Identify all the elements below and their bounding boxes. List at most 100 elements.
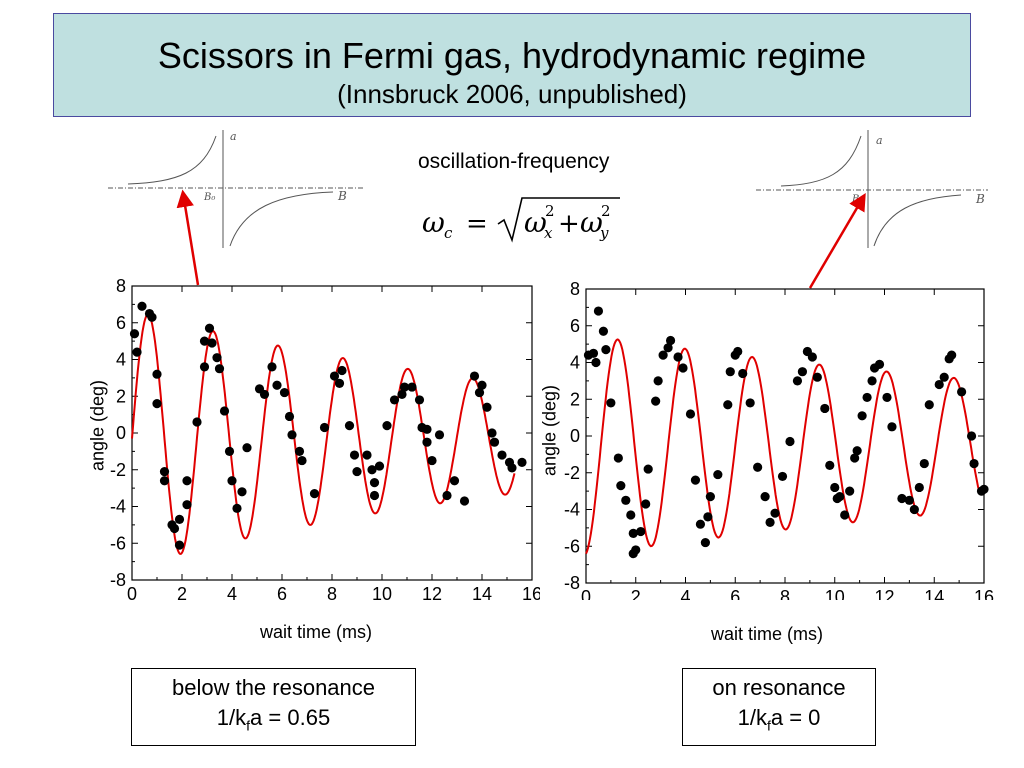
data-point [919, 458, 929, 469]
data-point [152, 369, 162, 379]
y-tick-label: -8 [564, 573, 580, 593]
data-point [939, 372, 949, 382]
data-point [665, 335, 676, 346]
resonance-inset-right: a B B₀ [756, 130, 988, 248]
data-point [159, 476, 170, 486]
data-point [174, 540, 185, 550]
y-tick-label: 8 [570, 279, 580, 299]
data-point [845, 486, 855, 496]
y-axis-label-right: angle (deg) [539, 384, 560, 477]
data-point [725, 367, 735, 377]
formula-plus: + [558, 209, 580, 239]
data-point [738, 368, 748, 379]
x-tick-label: 0 [581, 587, 591, 600]
data-point [830, 482, 840, 493]
data-point [653, 376, 663, 386]
data-point [207, 338, 217, 348]
x-tick-label: 14 [472, 584, 492, 600]
y-tick-label: 0 [116, 423, 126, 443]
x-axis-label-right: wait time (ms) [711, 624, 823, 644]
data-point [449, 476, 460, 486]
data-point [389, 395, 400, 405]
data-point [227, 476, 237, 486]
data-point [867, 376, 877, 386]
data-point [631, 545, 641, 555]
data-point [957, 387, 967, 397]
data-point [362, 450, 372, 460]
data-point [887, 422, 897, 432]
y-tick-label: 0 [570, 426, 580, 446]
data-point [242, 443, 252, 453]
data-point [825, 460, 835, 470]
inset-b0-label: B₀ [851, 194, 863, 205]
data-point [219, 406, 230, 416]
x-tick-label: 0 [127, 584, 137, 600]
data-point [497, 450, 507, 460]
data-point [812, 372, 822, 382]
x-tick-label: 6 [730, 587, 740, 600]
inset-b-label: B [337, 189, 347, 203]
data-point [199, 336, 210, 346]
data-point [770, 508, 780, 518]
x-tick-label: 8 [327, 584, 337, 600]
inset-a-label: a [876, 134, 883, 147]
data-point [212, 353, 222, 363]
data-point [422, 424, 432, 434]
data-point [427, 455, 437, 466]
data-point [765, 517, 775, 527]
data-point [598, 326, 609, 336]
data-point [152, 399, 162, 409]
y-tick-label: 2 [116, 386, 126, 406]
data-point [723, 400, 733, 410]
data-point [414, 395, 425, 405]
data-point [643, 464, 653, 474]
data-point [753, 462, 763, 472]
chart-below-resonance: 0 2 4 6 8 10 12 14 16 8 6 4 2 0 -2 -4 -6 -8 [110, 276, 540, 600]
fit-curve [585, 338, 980, 555]
page-subtitle: (Innsbruck 2006, unpublished) [337, 79, 687, 109]
data-point [204, 323, 215, 333]
data-point [319, 422, 330, 433]
data-point [407, 382, 417, 392]
case-line1: on resonance [712, 675, 846, 700]
data-point [797, 367, 808, 377]
data-point [658, 350, 668, 360]
data-point [745, 398, 755, 408]
data-point [367, 465, 377, 475]
data-point [182, 500, 192, 510]
frequency-formula: ω c = ω x 2 + ω y 2 [422, 197, 620, 243]
data-point [422, 437, 432, 447]
plot-frame [131, 285, 533, 581]
case-line2: 1/kfa = 0 [737, 705, 821, 734]
data-point [159, 466, 170, 477]
inset-curve-lower [229, 191, 334, 247]
data-point [673, 352, 683, 362]
data-point [606, 398, 616, 408]
data-point [369, 478, 380, 488]
formula-t2-sup: 2 [601, 202, 611, 220]
frequency-label: oscillation-frequency [418, 150, 610, 173]
data-point [651, 396, 661, 406]
data-point [232, 503, 242, 513]
data-point [182, 476, 192, 486]
resonance-inset-left: a B B₀ [108, 130, 363, 248]
data-point [733, 346, 743, 357]
data-point [129, 329, 140, 339]
data-point [820, 403, 830, 414]
x-tick-label: 16 [974, 587, 994, 600]
data-point [397, 389, 407, 400]
data-point [628, 528, 638, 538]
data-point [147, 312, 157, 322]
data-point [344, 421, 355, 431]
y-tick-label: -6 [110, 533, 126, 553]
data-point [705, 492, 715, 502]
x-tick-label: 2 [177, 584, 187, 600]
data-point [882, 392, 892, 403]
x-tick-label: 10 [825, 587, 845, 600]
data-point [174, 514, 185, 524]
page-title: Scissors in Fermi gas, hydrodynamic regi… [157, 35, 867, 76]
data-point [641, 499, 651, 509]
chart-on-resonance: 0 2 4 6 8 10 12 14 16 8 6 4 2 0 -2 -4 -6 -8 [564, 279, 994, 600]
data-point [442, 490, 452, 501]
inset-b0-label: B₀ [203, 192, 215, 203]
